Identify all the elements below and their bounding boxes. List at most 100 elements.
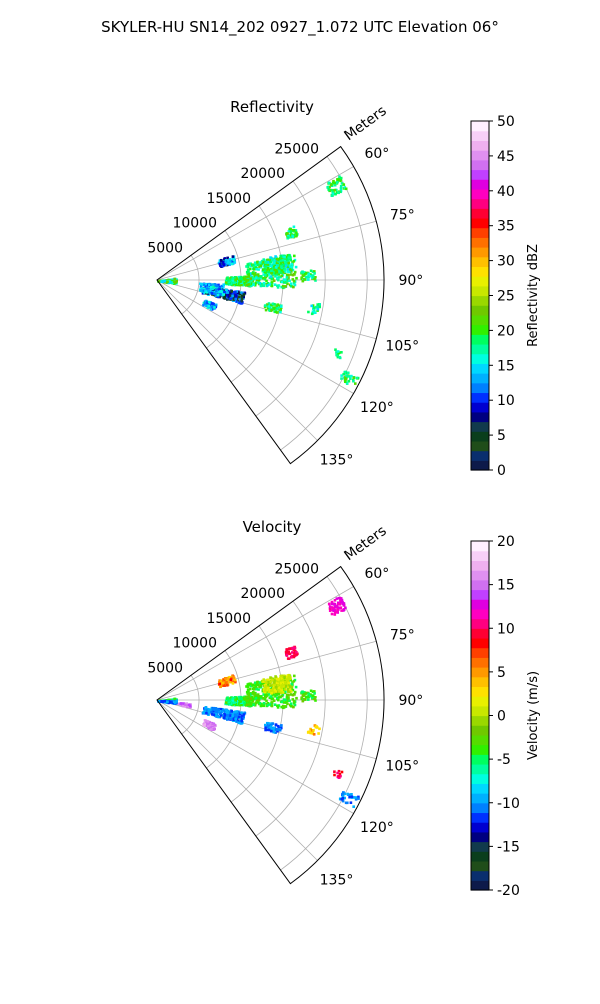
echo-gate [278, 690, 281, 693]
panel-title: Velocity [243, 518, 302, 536]
echo-gate [317, 732, 320, 735]
panel-title: Reflectivity [230, 98, 314, 116]
echo-gate [210, 305, 214, 309]
echo-gate [219, 707, 223, 711]
echo-gate [203, 709, 206, 713]
echo-gate [300, 697, 303, 701]
echo-gate [290, 282, 293, 285]
echo-gate [229, 698, 233, 701]
echo-gate [336, 608, 339, 612]
echo-gate [256, 701, 260, 704]
echo-gate [280, 267, 284, 270]
colorbar-tick-label: 35 [497, 219, 515, 235]
colorbar-segment [471, 460, 489, 471]
echo-gate [227, 699, 230, 702]
echo-gate [334, 605, 337, 609]
echo-gate [290, 688, 293, 691]
echo-gate [218, 262, 222, 266]
echo-gate [257, 279, 261, 282]
echo-gate [249, 682, 252, 685]
colorbar-segment [471, 657, 489, 668]
echo-gate [301, 694, 305, 698]
echo-gate [334, 192, 337, 196]
echo-gate [333, 183, 337, 187]
echo-gate [232, 716, 236, 720]
echo-gate [335, 188, 338, 192]
echo-gate [281, 705, 285, 708]
echo-gate [257, 688, 260, 691]
echo-gate [251, 272, 255, 275]
echo-gate [224, 292, 228, 295]
echo-gate [352, 796, 356, 799]
colorbar-segment [471, 860, 489, 872]
echo-gate [178, 702, 181, 706]
colorbar-segment [471, 411, 489, 423]
echo-gate [264, 728, 267, 732]
echo-gate [200, 290, 204, 293]
echo-gate [266, 268, 269, 272]
echo-gate [264, 264, 268, 268]
echo-gate [259, 695, 262, 698]
echo-gate [203, 719, 207, 722]
echo-gate [205, 290, 209, 294]
echo-gate [280, 689, 284, 692]
echo-gate [280, 687, 284, 690]
echo-gate [352, 379, 355, 383]
echo-gate [240, 717, 244, 721]
echo-gate [274, 681, 278, 684]
echo-gate [225, 294, 229, 297]
echo-gate [270, 697, 274, 700]
echo-gate [340, 770, 344, 774]
echo-gate [280, 274, 283, 278]
echo-gate [211, 723, 214, 726]
echo-gate [245, 281, 248, 284]
echo-gate [286, 676, 290, 679]
echo-gate [228, 702, 232, 705]
echo-gate [228, 258, 232, 261]
echo-gate [282, 278, 286, 281]
echo-gate [265, 699, 268, 703]
echo-gate [236, 713, 239, 716]
echo-gate [182, 702, 185, 705]
echo-gate [216, 293, 220, 297]
echo-gate [280, 265, 283, 268]
colorbar-segment [471, 431, 489, 442]
echo-gate [224, 708, 228, 712]
echo-gate [214, 284, 218, 287]
azimuth-tick-label: 135° [320, 873, 354, 889]
echo-gate [289, 647, 292, 650]
echo-gate [246, 685, 250, 688]
echo-gate [206, 720, 210, 723]
colorbar-tick-label: 50 [497, 114, 515, 130]
echo-gate [311, 310, 315, 313]
echo-gate [315, 305, 319, 309]
echo-gate [274, 690, 278, 693]
echo-gate [348, 795, 351, 799]
colorbar-segment [471, 334, 489, 345]
echo-gate [290, 262, 293, 266]
echo-gate [208, 289, 212, 292]
echo-gate [303, 692, 307, 696]
echo-gate [302, 272, 305, 276]
echo-gate [273, 688, 277, 692]
echo-gate [255, 267, 258, 271]
colorbar-tick-label: -10 [497, 796, 520, 812]
colorbar-segment [471, 579, 489, 591]
echo-gate [279, 261, 282, 265]
echo-gate [337, 191, 340, 194]
echo-gate [331, 602, 334, 606]
echo-gate [227, 279, 230, 282]
echo-gate [243, 697, 247, 700]
echo-gate [215, 710, 219, 713]
echo-gate [169, 280, 172, 284]
echo-gate [267, 305, 271, 308]
echo-gate [262, 260, 265, 263]
echo-gate [318, 303, 321, 306]
echo-gate [277, 267, 280, 271]
echo-gate [239, 278, 242, 281]
echo-gate [354, 798, 358, 801]
echo-gate [214, 293, 217, 296]
echo-gate [224, 288, 228, 292]
echo-gate [308, 274, 312, 278]
echo-gate [240, 711, 243, 714]
